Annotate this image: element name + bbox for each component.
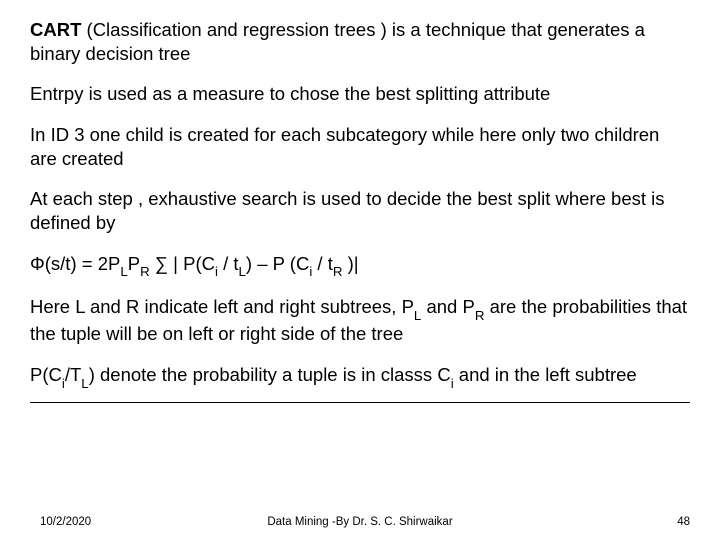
p1-rest: (Classification and regression trees ) i… (30, 19, 645, 64)
footer: 10/2/2020 Data Mining -By Dr. S. C. Shir… (0, 516, 720, 528)
cart-bold: CART (30, 19, 81, 40)
p7-sub-i: i (62, 376, 65, 391)
p7-d: and in the left subtree (454, 364, 637, 385)
paragraph-7: P(Ci/TL) denote the probability a tuple … (30, 363, 690, 390)
f-sub-i1: i (215, 264, 218, 279)
f-e: ) – P (C (246, 253, 309, 274)
paragraph-6: Here L and R indicate left and right sub… (30, 295, 690, 345)
paragraph-5-formula: Φ(s/t) = 2PLPR ∑ | P(Ci / tL) – P (Ci / … (30, 252, 690, 279)
p7-c: ) denote the probability a tuple is in c… (89, 364, 451, 385)
p6-sub-r: R (475, 308, 485, 323)
f-sub-r2: R (333, 264, 343, 279)
f-f: / t (312, 253, 333, 274)
f-sub-i2: i (309, 264, 312, 279)
footer-center: Data Mining -By Dr. S. C. Shirwaikar (267, 516, 452, 528)
content-box: CART (Classification and regression tree… (30, 18, 690, 403)
f-a: Φ(s/t) = 2P (30, 253, 120, 274)
f-g: )| (342, 253, 358, 274)
f-sub-l2: L (239, 264, 246, 279)
footer-date: 10/2/2020 (40, 516, 91, 528)
p6-a: Here L and R indicate left and right sub… (30, 296, 414, 317)
f-b: P (128, 253, 140, 274)
footer-page: 48 (677, 516, 690, 528)
f-d: / t (218, 253, 239, 274)
slide: CART (Classification and regression tree… (0, 0, 720, 540)
f-sub-r1: R (140, 264, 150, 279)
paragraph-3: In ID 3 one child is created for each su… (30, 123, 690, 170)
p6-sub-l: L (414, 308, 421, 323)
paragraph-1: CART (Classification and regression tree… (30, 18, 690, 65)
p7-sub-i2: i (451, 376, 454, 391)
f-sub-l1: L (120, 264, 127, 279)
f-c: ∑ | P(C (150, 253, 215, 274)
p7-b: /T (65, 364, 81, 385)
p6-b: and P (421, 296, 475, 317)
p7-sub-l: L (81, 376, 88, 391)
paragraph-4: At each step , exhaustive search is used… (30, 187, 690, 234)
p7-a: P(C (30, 364, 62, 385)
paragraph-2: Entrpy is used as a measure to chose the… (30, 82, 690, 106)
